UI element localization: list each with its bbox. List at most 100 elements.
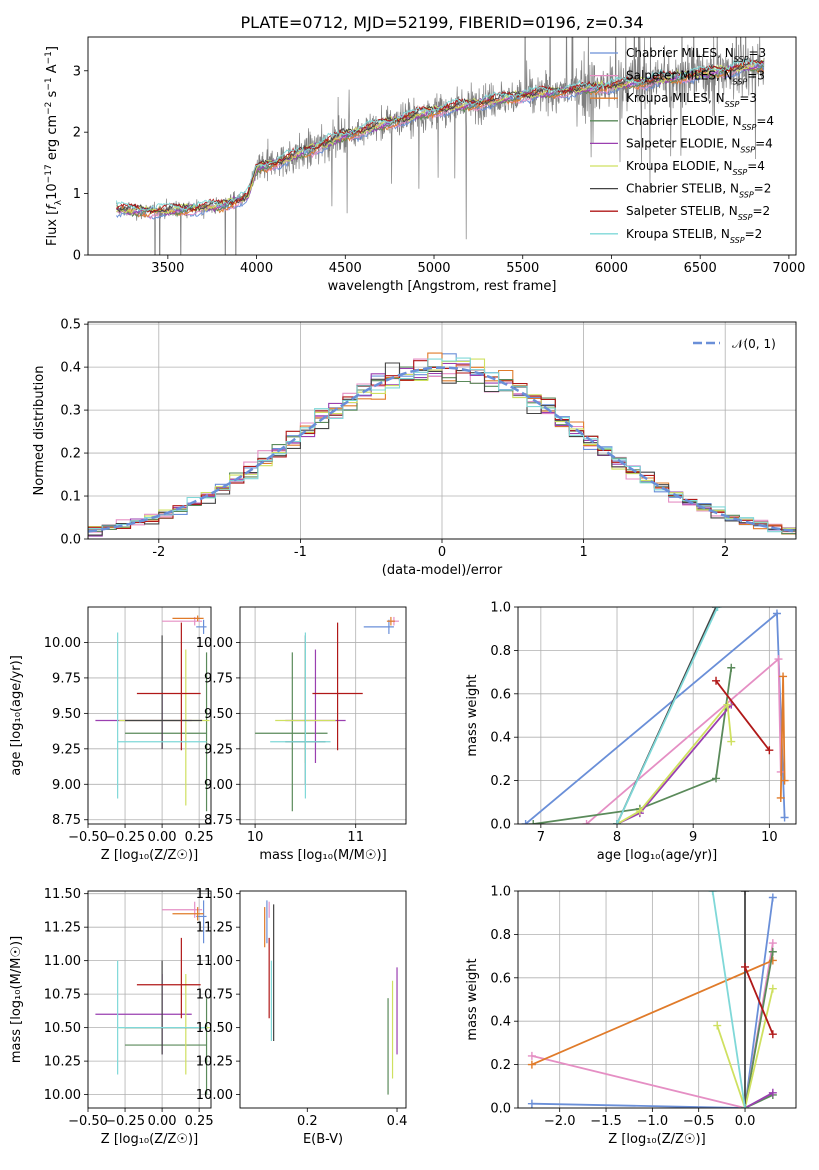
y-tick-label: 0.0 bbox=[490, 1102, 511, 1117]
x-tick-label: 4500 bbox=[329, 261, 362, 276]
x-tick-label: −0.25 bbox=[105, 830, 145, 845]
y-tick-label: 11.00 bbox=[196, 954, 233, 969]
y-tick-label: 10.75 bbox=[44, 988, 81, 1003]
y-axis-label-part: −2 bbox=[44, 102, 54, 115]
legend-label-value: =2 bbox=[754, 182, 772, 196]
weight-marker bbox=[765, 746, 774, 755]
weight-marker bbox=[768, 1030, 777, 1039]
y-tick-label: 0.4 bbox=[60, 361, 81, 376]
y-tick-label: 0.5 bbox=[60, 318, 81, 333]
y-tick-label: 9.00 bbox=[52, 778, 81, 793]
x-tick-label: 2 bbox=[721, 545, 729, 560]
x-axis-label: age [log₁₀(age/yr)] bbox=[597, 848, 718, 863]
legend-label: Chabrier ELODIE, NSSP=4 bbox=[626, 114, 774, 132]
y-axis-label-part: −1 bbox=[44, 77, 54, 90]
x-tick-label: 5000 bbox=[417, 261, 450, 276]
y-axis-label-part: Flux [ bbox=[45, 210, 60, 246]
x-axis-label: (data-model)/error bbox=[382, 563, 503, 578]
weight-marker bbox=[780, 813, 789, 822]
normal-curve-line bbox=[88, 366, 796, 533]
weight-marker bbox=[712, 676, 721, 685]
axes-age-vs-Z: −0.50−0.25 0.00 0.25 8.75 9.00 9.25 9.50 9.75 10… bbox=[44, 607, 214, 845]
y-axis-label-part: −1 bbox=[44, 51, 54, 64]
y-axis-label: Normed distribution bbox=[32, 366, 47, 496]
y-axis-label: age [log₁₀(age/yr)] bbox=[9, 655, 24, 776]
y-axis-label: mass weight bbox=[465, 674, 480, 756]
y-axis-label: Flux [fλ10−17 erg cm−2 s−1 A−1] bbox=[44, 46, 64, 246]
weight-line bbox=[531, 897, 774, 1108]
weight-line bbox=[616, 702, 733, 824]
plot-frame bbox=[239, 890, 407, 1109]
y-axis-label-part: 10 bbox=[45, 183, 60, 200]
x-tick-label: 11 bbox=[347, 830, 364, 845]
weight-marker bbox=[741, 962, 750, 971]
axes-spectrum: 3500 4000 4500 5000 5500 6000 6500 7000 0 1 2 3 bbox=[73, 64, 806, 276]
legend-label-main: Kroupa MILES, N bbox=[626, 91, 725, 105]
y-tick-label: 0 bbox=[73, 249, 81, 264]
y-axis-label-part: −17 bbox=[44, 164, 54, 183]
histograms bbox=[88, 352, 796, 539]
x-tick-label: −0.5 bbox=[683, 1114, 715, 1129]
plot-frame bbox=[87, 606, 212, 825]
y-axis-label-part: f bbox=[45, 203, 60, 210]
legend-label-value: =2 bbox=[745, 227, 763, 241]
x-tick-label: 0.25 bbox=[185, 830, 214, 845]
legend-label: Salpeter MILES, NSSP=3 bbox=[626, 69, 765, 87]
x-tick-label: 0.00 bbox=[148, 830, 177, 845]
model-spectrum-line bbox=[116, 60, 765, 216]
y-tick-label: 0.1 bbox=[60, 490, 81, 505]
errorbars bbox=[95, 900, 210, 1095]
weight-marker bbox=[712, 774, 721, 783]
weight-line bbox=[531, 959, 774, 1066]
x-tick-label: 0.2 bbox=[297, 1114, 318, 1129]
legend-label: Salpeter STELIB, NSSP=2 bbox=[626, 204, 770, 222]
y-tick-label: 0.4 bbox=[490, 731, 511, 746]
legend-label: Salpeter ELODIE, NSSP=4 bbox=[626, 136, 773, 154]
y-tick-label: 0.0 bbox=[60, 533, 81, 548]
y-tick-label: 9.00 bbox=[204, 778, 233, 793]
weight-marker bbox=[774, 655, 783, 664]
x-tick-label: 7 bbox=[537, 830, 545, 845]
y-tick-label: 10.25 bbox=[44, 1055, 81, 1070]
weight-marker bbox=[582, 820, 591, 824]
legend-label-sub: SSP bbox=[730, 235, 745, 244]
x-tick-label: 8 bbox=[613, 830, 621, 845]
plot-frame bbox=[87, 36, 797, 256]
x-axis-label: mass [log₁₀(M/M☉)] bbox=[259, 848, 386, 863]
y-tick-label: 9.25 bbox=[52, 742, 81, 757]
x-tick-label: 7000 bbox=[772, 261, 805, 276]
y-tick-label: 10.50 bbox=[196, 1021, 233, 1036]
errorbars bbox=[255, 616, 399, 812]
weight-marker bbox=[723, 700, 732, 709]
x-tick-label: 0.25 bbox=[185, 1114, 214, 1129]
legend: 𝒩(0, 1) bbox=[693, 337, 776, 351]
y-axis-label-part: λ bbox=[54, 199, 64, 205]
weight-marker bbox=[768, 947, 777, 956]
legend-label-value: =4 bbox=[747, 159, 765, 173]
y-tick-label: 9.75 bbox=[204, 671, 233, 686]
x-axis-label: E(B-V) bbox=[303, 1132, 343, 1147]
x-tick-label: −2.0 bbox=[544, 1114, 576, 1129]
x-tick-label: 6000 bbox=[595, 261, 628, 276]
legend-label-sub: SSP bbox=[742, 122, 757, 131]
x-tick-label: −1.5 bbox=[590, 1114, 622, 1129]
weight-marker bbox=[768, 956, 777, 965]
legend-label-main: Salpeter ELODIE, N bbox=[626, 136, 740, 150]
chart-title: PLATE=0712, MJD=52199, FIBERID=0196, z=0… bbox=[240, 13, 643, 32]
y-tick-label: 0.3 bbox=[60, 404, 81, 419]
y-tick-label: 9.50 bbox=[204, 707, 233, 722]
weight-line bbox=[715, 680, 771, 751]
y-tick-label: 10.00 bbox=[44, 636, 81, 651]
weight-line bbox=[744, 951, 774, 1108]
legend-label-sub: SSP bbox=[738, 213, 753, 222]
weight-marker bbox=[780, 776, 789, 785]
weight-marker bbox=[772, 609, 781, 618]
x-tick-label: 9 bbox=[689, 830, 697, 845]
weight-marker bbox=[521, 820, 530, 824]
x-tick-label: −0.50 bbox=[68, 830, 108, 845]
weight-marker bbox=[708, 891, 717, 895]
x-tick-label: −0.25 bbox=[105, 1114, 145, 1129]
x-tick-label: 0.0 bbox=[735, 1114, 756, 1129]
